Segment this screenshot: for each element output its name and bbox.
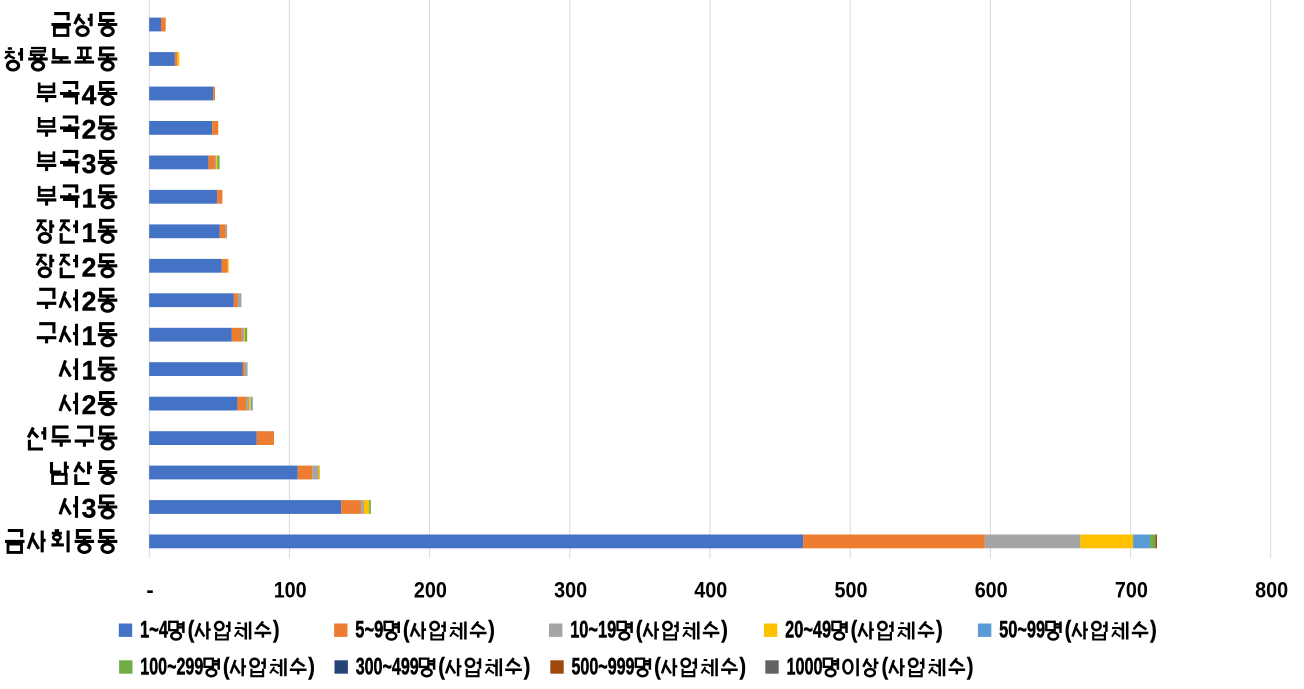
svg-text:): ) — [1150, 617, 1157, 644]
svg-text:800: 800 — [1255, 578, 1288, 603]
svg-text:(: ( — [438, 653, 445, 680]
svg-text:700: 700 — [1115, 578, 1148, 603]
svg-text:-: - — [146, 578, 153, 603]
svg-text:): ) — [308, 653, 315, 680]
svg-text:1~4: 1~4 — [140, 617, 168, 644]
svg-text:1000: 1000 — [787, 653, 823, 680]
svg-text:): ) — [740, 653, 747, 680]
svg-text:100~299: 100~299 — [140, 653, 203, 680]
svg-text:1: 1 — [82, 218, 97, 248]
svg-text:3: 3 — [82, 494, 97, 524]
svg-text:2: 2 — [82, 252, 97, 282]
svg-text:5~9: 5~9 — [355, 617, 383, 644]
svg-text:2: 2 — [82, 114, 97, 144]
svg-text:500~999: 500~999 — [572, 653, 635, 680]
svg-text:400: 400 — [694, 578, 727, 603]
svg-text:(: ( — [636, 617, 643, 644]
svg-text:(: ( — [188, 617, 195, 644]
svg-text:2: 2 — [82, 390, 97, 420]
svg-text:): ) — [524, 653, 531, 680]
svg-text:1: 1 — [82, 356, 97, 386]
svg-text:10~19: 10~19 — [570, 617, 616, 644]
svg-text:(: ( — [223, 653, 230, 680]
svg-text:(: ( — [654, 653, 661, 680]
svg-text:(: ( — [403, 617, 410, 644]
svg-text:1: 1 — [82, 321, 97, 351]
svg-text:): ) — [967, 653, 974, 680]
svg-text:1: 1 — [82, 183, 97, 213]
svg-text:300: 300 — [554, 578, 587, 603]
svg-text:600: 600 — [975, 578, 1008, 603]
svg-text:2: 2 — [82, 287, 97, 317]
svg-text:500: 500 — [835, 578, 868, 603]
svg-text:(: ( — [851, 617, 858, 644]
svg-text:4: 4 — [82, 80, 97, 110]
svg-text:): ) — [721, 617, 728, 644]
svg-text:100: 100 — [274, 578, 307, 603]
svg-text:3: 3 — [82, 149, 97, 179]
svg-text:20~49: 20~49 — [785, 617, 831, 644]
svg-text:300~499: 300~499 — [356, 653, 419, 680]
svg-text:(: ( — [1065, 617, 1072, 644]
svg-text:): ) — [488, 617, 495, 644]
svg-text:): ) — [936, 617, 943, 644]
svg-text:50~99: 50~99 — [999, 617, 1045, 644]
svg-text:200: 200 — [414, 578, 447, 603]
svg-text:): ) — [273, 617, 280, 644]
svg-text:(: ( — [882, 653, 889, 680]
